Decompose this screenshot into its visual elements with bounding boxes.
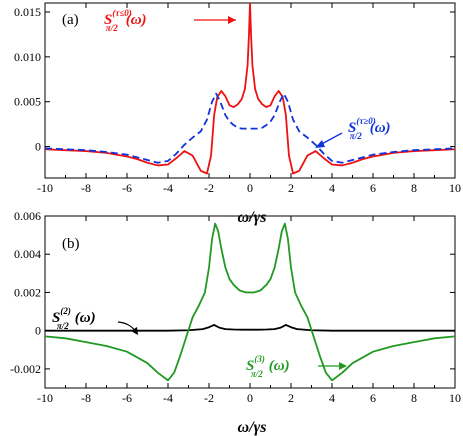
panel-b-xtick-label: 8 bbox=[411, 391, 417, 405]
annotation-black-base: S bbox=[52, 310, 60, 326]
panel-a-xtick-label: -2 bbox=[204, 181, 214, 195]
panel-b-series-1-line bbox=[45, 222, 455, 382]
panel-b-xtick-label: -6 bbox=[122, 391, 132, 405]
panel-a-series-1-line bbox=[45, 92, 455, 164]
svg-text:S(τ≥0)π/2(ω): S(τ≥0) π/2 (ω) bbox=[348, 116, 391, 141]
annotation-blue-sup: (τ≥0) bbox=[356, 116, 375, 126]
annotation-red-sup: (τ≤0) bbox=[112, 8, 131, 18]
panel-b-xtick-label: 4 bbox=[329, 391, 335, 405]
panel-a-xtick-label: 10 bbox=[449, 181, 461, 195]
svg-text:S(3)π/2(ω): S(3) π/2 (ω) bbox=[246, 354, 290, 379]
annotation-green-base: S bbox=[246, 358, 254, 374]
panel-b-ytick-label: 0.002 bbox=[14, 285, 41, 299]
annotation-black: S(2) π/2 (ω) bbox=[52, 306, 138, 335]
panel-b-xtick-label: 0 bbox=[247, 391, 253, 405]
panel-a-ytick-label: 0.010 bbox=[14, 50, 41, 64]
panel-b-xtick-label: -10 bbox=[37, 391, 53, 405]
panel-a-xtick-label: -6 bbox=[122, 181, 132, 195]
panel-b-xtick-label: 2 bbox=[288, 391, 294, 405]
annotation-red-arrowhead bbox=[228, 16, 236, 24]
annotation-black-sup: (2) bbox=[60, 306, 71, 316]
panel-a-ytick-label: 0 bbox=[35, 140, 41, 154]
annotation-red-base: S bbox=[104, 12, 112, 28]
panel-a-xtick-label: 4 bbox=[329, 181, 335, 195]
annotation-black-tail: (ω) bbox=[75, 310, 96, 326]
panel-b-xtick-label: 6 bbox=[370, 391, 376, 405]
panel-b-ytick-label: -0.002 bbox=[10, 362, 41, 376]
annotation-blue-base: S bbox=[348, 120, 356, 136]
panel-b-xtick-label: -4 bbox=[163, 391, 173, 405]
panel-b-xtick-label: -2 bbox=[204, 391, 214, 405]
annotation-blue-arrowhead bbox=[315, 140, 325, 148]
panel-a-xtick-label: -8 bbox=[81, 181, 91, 195]
panel-a-xtick-label: 6 bbox=[370, 181, 376, 195]
annotation-red-sub: π/2 bbox=[106, 23, 118, 33]
annotation-blue: S(τ≥0) π/2 (ω) bbox=[315, 116, 391, 148]
panel-b-label: (b) bbox=[62, 236, 80, 252]
annotation-green-arrowhead bbox=[339, 362, 347, 370]
panel-b-xtick-label: 10 bbox=[449, 391, 461, 405]
annotation-black-sub: π/2 bbox=[57, 321, 69, 331]
panel-a-xlabel: ω/γs bbox=[238, 209, 267, 226]
panel-b-xlabel: ω/γs bbox=[238, 419, 267, 436]
svg-text:S(2)π/2(ω): S(2) π/2 (ω) bbox=[52, 306, 96, 331]
annotation-green-sub: π/2 bbox=[251, 369, 263, 379]
panel-a-xtick-label: 0 bbox=[247, 181, 253, 195]
panel-b: -10 -8 -6 -4 -2 0 2 4 6 8 10 -0.002 0 0.002 0.004 0.006 bbox=[10, 209, 461, 405]
annotation-blue-tail: (ω) bbox=[370, 120, 391, 136]
annotation-green: S(3) π/2 (ω) bbox=[246, 354, 347, 379]
annotation-blue-sub: π/2 bbox=[350, 131, 362, 141]
annotation-red-tail: (ω) bbox=[126, 12, 147, 28]
panel-a: -10 -8 -6 -4 -2 0 2 4 6 8 10 0 0.005 0.010 0.015 bbox=[14, 2, 461, 195]
annotation-red: S(τ≤0) π/2 (ω) bbox=[104, 8, 236, 33]
panel-b-ytick-label: 0.006 bbox=[14, 209, 41, 223]
panel-a-xtick-label: 2 bbox=[288, 181, 294, 195]
panel-a-xtick-label: 8 bbox=[411, 181, 417, 195]
annotation-green-tail: (ω) bbox=[269, 358, 290, 374]
annotation-green-sup: (3) bbox=[254, 354, 265, 364]
annotation-black-arrowhead bbox=[131, 327, 138, 335]
panel-b-ytick-label: 0.004 bbox=[14, 247, 41, 261]
panel-b-xtick-label: -8 bbox=[81, 391, 91, 405]
panel-a-xtick-label: -4 bbox=[163, 181, 173, 195]
panel-b-ytick-label: 0 bbox=[35, 324, 41, 338]
panel-a-series-0-line bbox=[45, 3, 455, 175]
panel-a-ytick-label: 0.005 bbox=[14, 95, 41, 109]
panel-b-series-0-line bbox=[45, 324, 455, 332]
panel-a-xtick-label: -10 bbox=[37, 181, 53, 195]
panel-a-label: (a) bbox=[62, 12, 79, 28]
panel-a-ytick-label: 0.015 bbox=[14, 5, 41, 19]
svg-text:S(τ≤0)π/2(ω): S(τ≤0) π/2 (ω) bbox=[104, 8, 147, 33]
